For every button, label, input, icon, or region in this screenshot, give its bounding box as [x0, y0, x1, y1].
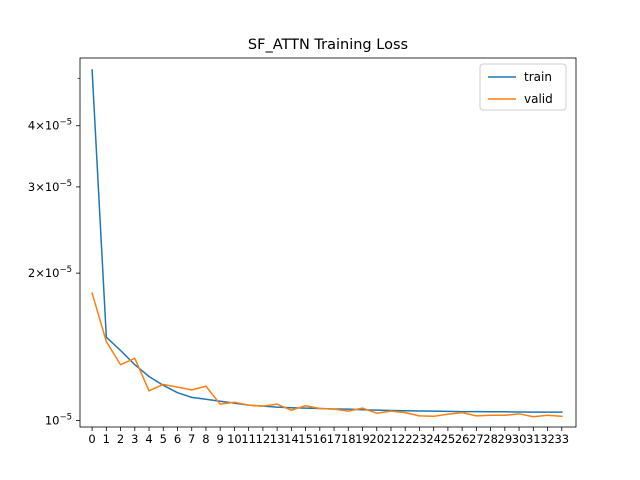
chart-title: SF_ATTN Training Loss: [248, 37, 408, 53]
legend-label-train: train: [524, 70, 552, 84]
legend-label-valid: valid: [524, 92, 553, 106]
legend-box: [479, 63, 567, 111]
y-tick-label: 4×10−5: [28, 118, 72, 133]
axes-frame: [79, 57, 577, 428]
x-tick-label: 32: [540, 432, 555, 446]
x-axis: 0 1 2 3 4 5 6 7 8 9 10 11 12 13 14 15 16 17 18 19 20 21 22 23 24…: [88, 427, 569, 446]
x-tick-label: 5: [160, 432, 167, 446]
y-tick-label: 3×10−5: [28, 179, 72, 194]
x-tick-label: 24: [426, 432, 441, 446]
x-tick-label: 33: [554, 432, 569, 446]
x-tick-label: 16: [312, 432, 327, 446]
x-tick-label: 23: [412, 432, 427, 446]
x-tick-label: 3: [131, 432, 138, 446]
y-tick-label: 2×10−5: [28, 265, 72, 280]
series-line-train: [91, 69, 563, 413]
x-tick-label: 20: [369, 432, 384, 446]
x-tick-label: 14: [284, 432, 299, 446]
legend: train valid: [479, 63, 567, 111]
x-tick-label: 12: [256, 432, 271, 446]
x-tick-label: 7: [188, 432, 195, 446]
x-tick-label: 1: [103, 432, 110, 446]
x-tick-label: 18: [341, 432, 356, 446]
x-tick-label: 25: [441, 432, 456, 446]
x-tick-label: 31: [526, 432, 541, 446]
x-tick-label: 4: [145, 432, 152, 446]
x-tick-label: 15: [298, 432, 313, 446]
x-tick-label: 13: [270, 432, 285, 446]
x-tick-label: 26: [455, 432, 470, 446]
x-tick-label: 2: [117, 432, 124, 446]
x-tick-label: 21: [384, 432, 399, 446]
x-tick-label: 22: [398, 432, 413, 446]
x-tick-label: 10: [227, 432, 242, 446]
x-tick-label: 27: [469, 432, 484, 446]
plot-area: [79, 57, 577, 428]
x-tick-label: 9: [217, 432, 224, 446]
x-tick-label: 29: [498, 432, 513, 446]
y-tick-label: 10−5: [45, 413, 72, 428]
x-tick-label: 6: [174, 432, 181, 446]
x-tick-label: 11: [241, 432, 256, 446]
x-tick-label: 0: [88, 432, 95, 446]
x-tick-label: 19: [355, 432, 370, 446]
x-tick-label: 28: [483, 432, 498, 446]
x-tick-label: 8: [202, 432, 209, 446]
x-tick-label: 17: [327, 432, 342, 446]
y-axis: 10−5 2×10−5 3×10−5 4×10−5: [28, 77, 80, 428]
x-tick-label: 30: [512, 432, 527, 446]
series-line-valid: [91, 292, 563, 418]
